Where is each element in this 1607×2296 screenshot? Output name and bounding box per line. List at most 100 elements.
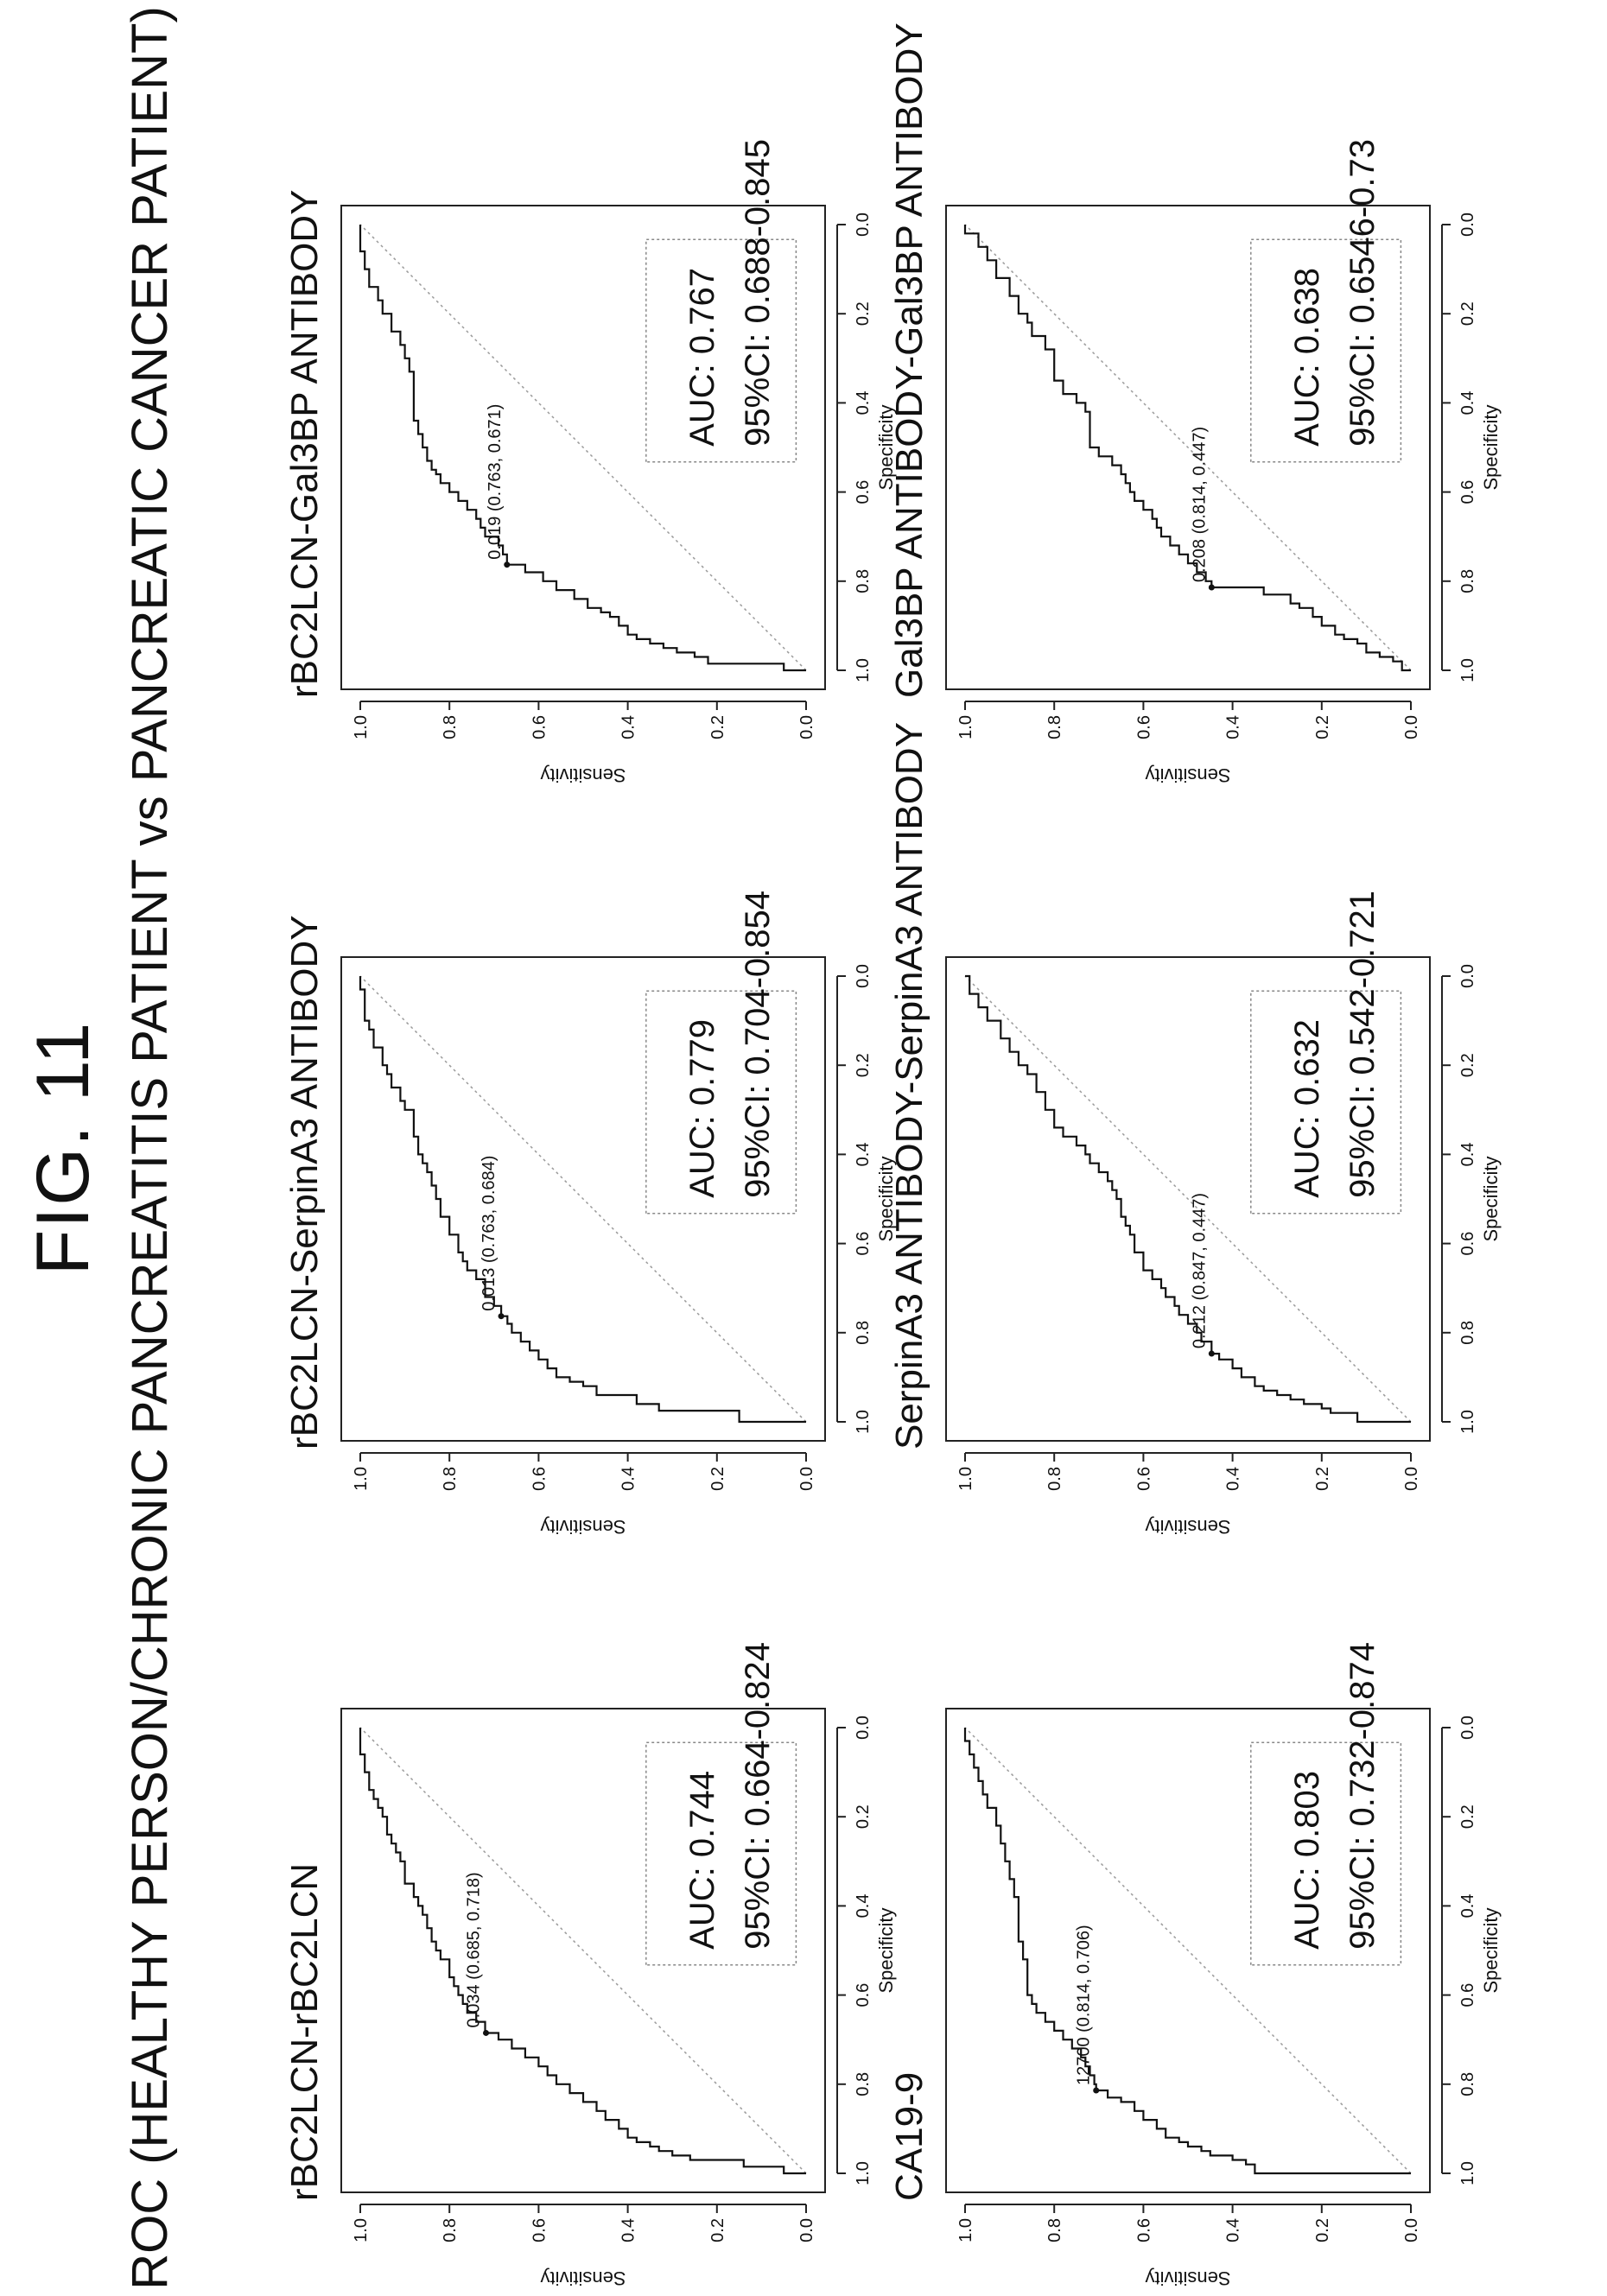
threshold-point: [1208, 584, 1215, 591]
y-tick-label: 1.0: [352, 2218, 371, 2242]
y-axis-label: Sensitivity: [540, 764, 626, 786]
auc-box: [1250, 1741, 1402, 1966]
chance-diagonal: [359, 224, 807, 671]
threshold-label: 0.212 (0.847, 0.447): [1190, 1193, 1209, 1348]
x-tick-label: 0.4: [1458, 1893, 1477, 1918]
x-tick-label: 0.2: [1458, 301, 1477, 326]
auc-ci: 95%CI: 0.6546-0.73: [1343, 139, 1382, 447]
auc-box: [645, 1741, 797, 1966]
chance-diagonal: [964, 224, 1412, 671]
threshold-point: [1208, 1350, 1215, 1357]
roc-curve: [359, 225, 806, 672]
y-tick-label: 0.6: [530, 715, 549, 739]
threshold-label: 0.019 (0.763, 0.671): [486, 404, 505, 560]
auc-box: [645, 238, 797, 463]
x-tick-label: 1.0: [854, 658, 873, 682]
panel-title: rBC2LCN-Gal3BP ANTIBODY: [283, 190, 326, 698]
x-tick-label: 0.0: [1458, 212, 1477, 237]
plot-frame: [340, 1708, 826, 2193]
y-tick-label: 1.0: [956, 715, 975, 739]
y-tick-label: 0.4: [1224, 2218, 1243, 2242]
y-tick-label: 0.0: [797, 715, 816, 739]
x-tick-label: 0.8: [1458, 1321, 1477, 1345]
auc-box: [1250, 990, 1402, 1215]
auc-value: AUC: 0.744: [683, 1771, 721, 1950]
x-tick-label: 0.0: [854, 964, 873, 988]
x-tick-label: 0.2: [854, 1053, 873, 1077]
threshold-point: [498, 1313, 505, 1320]
plot-frame: [945, 956, 1431, 1442]
threshold-label: 12700 (0.814, 0.706): [1075, 1925, 1094, 2085]
panel-title: Gal3BP ANTIBODY-Gal3BP ANTIBODY: [888, 22, 931, 698]
y-tick-label: 0.4: [1224, 715, 1243, 739]
auc-value: AUC: 0.803: [1288, 1771, 1326, 1950]
y-tick-label: 0.2: [1313, 1467, 1332, 1491]
y-tick-label: 0.8: [441, 1467, 460, 1491]
roc-curve: [963, 225, 1411, 672]
x-tick-label: 0.4: [1458, 1142, 1477, 1166]
x-tick-label: 0.4: [854, 1142, 873, 1166]
x-tick-label: 0.0: [1458, 964, 1477, 988]
panel-title: SerpinA3 ANTIBODY-SerpinA3 ANTIBODY: [888, 722, 931, 1449]
y-tick-label: 0.6: [1134, 715, 1153, 739]
auc-ci: 95%CI: 0.542-0.721: [1343, 891, 1382, 1198]
roc-curve: [963, 1728, 1411, 2175]
y-axis-label: Sensitivity: [1145, 764, 1230, 786]
y-tick-label: 0.0: [797, 1467, 816, 1491]
x-axis-label: Specificity: [1480, 1156, 1502, 1241]
threshold-point: [504, 561, 511, 568]
y-tick-label: 0.8: [1045, 2218, 1064, 2242]
auc-ci: 95%CI: 0.688-0.845: [739, 139, 777, 447]
roc-panel-3: rBC2LCN-Gal3BP ANTIBODY 1.0 0.8 0.6 0.4 0.2 0.…: [283, 139, 897, 786]
y-tick-label: 0.0: [1402, 1467, 1421, 1491]
threshold-point: [483, 2029, 490, 2036]
auc-value: AUC: 0.638: [1288, 268, 1326, 447]
threshold-label: 0.034 (0.685, 0.718): [465, 1872, 484, 2027]
x-tick-label: 0.4: [854, 1893, 873, 1918]
roc-panel-6: Gal3BP ANTIBODY-Gal3BP ANTIBODY 1.0 0.8 0.6…: [888, 22, 1502, 786]
auc-box: [645, 990, 797, 1215]
y-tick-label: 0.0: [797, 2218, 816, 2242]
y-tick-label: 0.2: [708, 2218, 727, 2242]
y-tick-label: 1.0: [352, 715, 371, 739]
y-tick-label: 0.2: [708, 1467, 727, 1491]
y-tick-label: 0.4: [1224, 1467, 1243, 1491]
roc-curve: [359, 1728, 806, 2175]
x-tick-label: 1.0: [1458, 1410, 1477, 1434]
x-tick-label: 0.6: [854, 480, 873, 504]
roc-panel-4: CA19-9 1.0 0.8 0.6 0.4 0.2 0.0 0.0 0.2 0.4 0.6 0.8 1…: [888, 1642, 1502, 2289]
y-tick-label: 0.6: [530, 2218, 549, 2242]
panel-title: rBC2LCN-SerpinA3 ANTIBODY: [283, 915, 326, 1449]
auc-ci: 95%CI: 0.732-0.874: [1343, 1642, 1382, 1950]
x-tick-label: 0.2: [854, 301, 873, 326]
y-tick-label: 0.4: [619, 1467, 638, 1491]
x-tick-label: 0.2: [1458, 1053, 1477, 1077]
chance-diagonal: [359, 1727, 807, 2174]
plot-frame: [340, 956, 826, 1442]
y-tick-label: 0.8: [1045, 1467, 1064, 1491]
x-tick-label: 0.6: [1458, 1232, 1477, 1256]
roc-panel-2: rBC2LCN-SerpinA3 ANTIBODY 1.0 0.8 0.6 0.4 0.2…: [283, 891, 897, 1538]
x-tick-label: 0.6: [1458, 1983, 1477, 2007]
x-tick-label: 0.6: [1458, 480, 1477, 504]
roc-panel-1: rBC2LCN-rBC2LCN 1.0 0.8 0.6 0.4 0.2 0.0 0.0 0.2 0…: [283, 1642, 897, 2289]
x-tick-label: 1.0: [1458, 658, 1477, 682]
x-tick-label: 1.0: [854, 2161, 873, 2185]
x-axis-label: Specificity: [875, 1156, 897, 1241]
roc-panel-5: SerpinA3 ANTIBODY-SerpinA3 ANTIBODY 1.0 0.…: [888, 722, 1502, 1538]
auc-box: [1250, 238, 1402, 463]
auc-value: AUC: 0.632: [1288, 1019, 1326, 1198]
x-tick-label: 0.4: [854, 390, 873, 415]
y-tick-label: 0.4: [619, 715, 638, 739]
x-axis-label: Specificity: [875, 1907, 897, 1993]
chance-diagonal: [964, 975, 1412, 1423]
roc-curve: [965, 974, 1411, 1424]
x-tick-label: 0.0: [1458, 1716, 1477, 1740]
y-axis-label: Sensitivity: [540, 1516, 626, 1538]
x-axis-label: Specificity: [875, 404, 897, 490]
y-tick-label: 0.8: [441, 715, 460, 739]
x-tick-label: 0.6: [854, 1232, 873, 1256]
y-tick-label: 1.0: [956, 1467, 975, 1491]
y-axis-label: Sensitivity: [540, 2267, 626, 2289]
